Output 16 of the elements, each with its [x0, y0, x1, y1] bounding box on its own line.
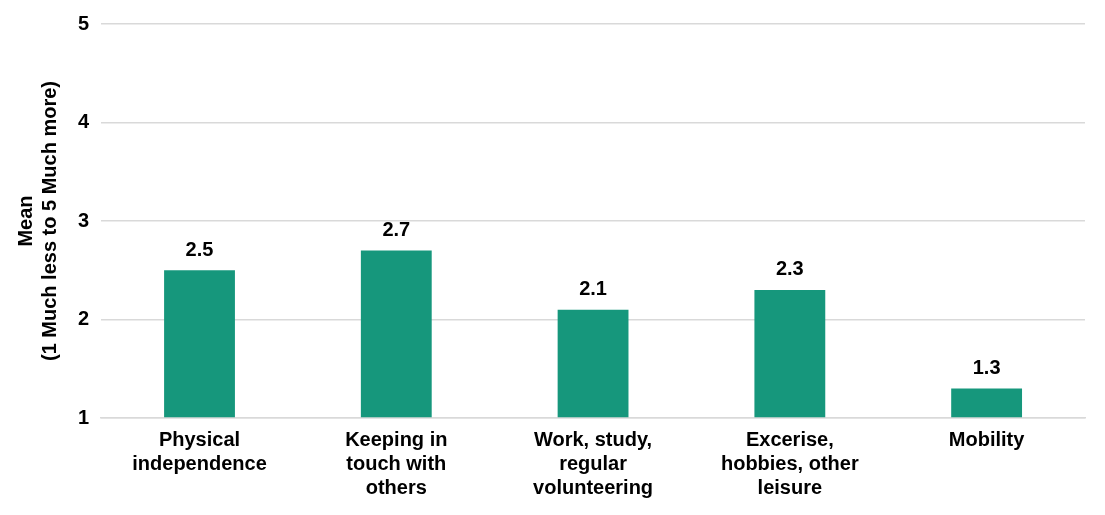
data-label: 2.5	[185, 237, 214, 260]
x-tick-label: Excerise, hobbies, other leisure	[720, 427, 859, 498]
data-label: 2.3	[775, 257, 804, 280]
data-label: 1.3	[972, 355, 1001, 378]
data-label: 2.7	[382, 218, 411, 241]
x-tick-label: Keeping in touch with others	[345, 427, 448, 498]
x-tick-label: Physical independence	[132, 427, 267, 474]
data-label: 2.1	[579, 277, 607, 300]
y-tick-label: 2	[78, 307, 90, 330]
y-axis-title: Mean (1 Much less to 5 Much more)	[13, 80, 60, 362]
y-tick-label: 3	[78, 208, 90, 231]
y-tick-label: 1	[78, 405, 90, 428]
y-tick-label: 4	[78, 110, 90, 133]
x-tick-label: Work, study, regular volunteering	[533, 427, 654, 498]
y-tick-label: 5	[78, 11, 90, 34]
x-tick-label: Mobility	[948, 427, 1026, 450]
